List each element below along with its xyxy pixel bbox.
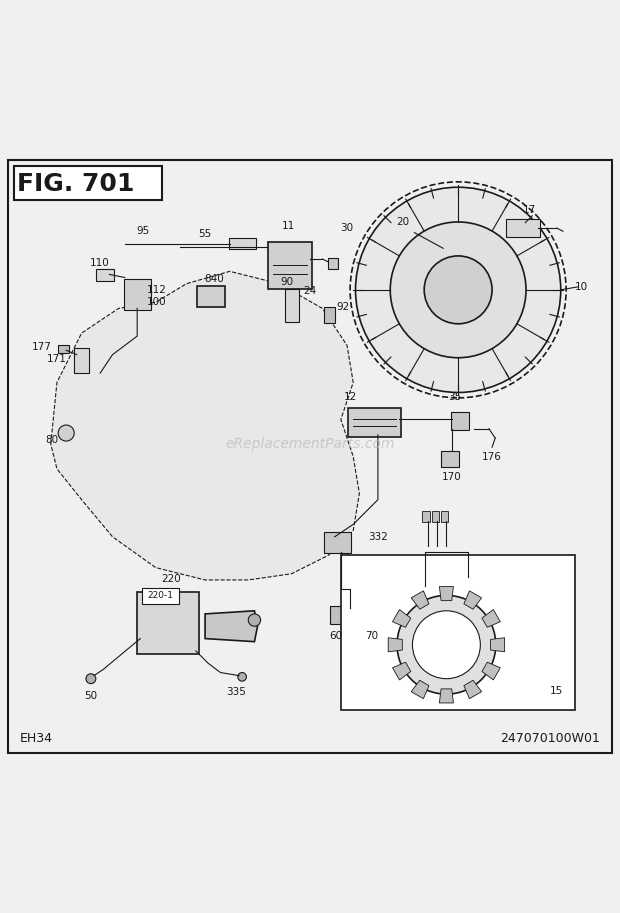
Text: 112: 112 — [146, 285, 166, 295]
FancyBboxPatch shape — [451, 412, 469, 430]
FancyBboxPatch shape — [506, 219, 540, 237]
Text: 70: 70 — [365, 631, 378, 641]
Circle shape — [248, 614, 260, 626]
FancyBboxPatch shape — [441, 511, 448, 522]
FancyBboxPatch shape — [348, 408, 401, 436]
Text: 55: 55 — [198, 229, 211, 239]
Text: 30: 30 — [340, 223, 353, 233]
Text: 220: 220 — [161, 574, 181, 584]
FancyBboxPatch shape — [96, 268, 113, 280]
Circle shape — [390, 222, 526, 358]
Text: 50: 50 — [84, 691, 97, 701]
Text: 35: 35 — [448, 393, 462, 403]
Polygon shape — [464, 591, 482, 609]
FancyBboxPatch shape — [330, 606, 348, 624]
Polygon shape — [440, 689, 453, 703]
Circle shape — [355, 187, 560, 393]
Circle shape — [424, 256, 492, 324]
Text: 17: 17 — [523, 205, 536, 215]
FancyBboxPatch shape — [328, 258, 339, 268]
FancyBboxPatch shape — [14, 166, 162, 200]
Polygon shape — [411, 591, 429, 609]
Text: 840: 840 — [204, 274, 224, 284]
Polygon shape — [392, 610, 411, 627]
Circle shape — [412, 611, 480, 678]
FancyBboxPatch shape — [74, 349, 89, 373]
FancyBboxPatch shape — [285, 289, 299, 322]
Text: 170: 170 — [442, 472, 462, 482]
FancyBboxPatch shape — [324, 532, 352, 553]
Text: 15: 15 — [551, 686, 564, 696]
Text: 95: 95 — [137, 226, 150, 236]
Polygon shape — [51, 271, 360, 580]
Polygon shape — [392, 662, 411, 680]
Text: 247070100W01: 247070100W01 — [500, 731, 600, 745]
FancyBboxPatch shape — [268, 242, 312, 289]
Text: 220-1: 220-1 — [148, 592, 174, 601]
Text: 11: 11 — [281, 221, 295, 231]
Text: 20: 20 — [396, 217, 409, 227]
Text: 80: 80 — [45, 435, 58, 445]
FancyBboxPatch shape — [441, 451, 459, 467]
FancyBboxPatch shape — [324, 307, 335, 323]
Polygon shape — [440, 586, 453, 601]
FancyBboxPatch shape — [341, 555, 575, 709]
FancyBboxPatch shape — [58, 345, 69, 353]
Text: 335: 335 — [226, 687, 246, 697]
Text: 176: 176 — [482, 452, 502, 462]
Text: 10: 10 — [575, 282, 588, 292]
Text: EH34: EH34 — [20, 731, 53, 745]
Circle shape — [397, 595, 496, 694]
Polygon shape — [388, 638, 402, 652]
FancyBboxPatch shape — [142, 588, 179, 604]
Text: 100: 100 — [146, 298, 166, 307]
Text: 171: 171 — [46, 354, 66, 364]
FancyBboxPatch shape — [123, 279, 151, 310]
Text: 24: 24 — [303, 286, 317, 296]
FancyBboxPatch shape — [358, 606, 376, 624]
Polygon shape — [482, 662, 500, 680]
Text: 177: 177 — [32, 341, 52, 352]
Text: 60: 60 — [329, 631, 342, 641]
Text: 110: 110 — [91, 257, 110, 268]
Polygon shape — [464, 680, 482, 698]
Text: 12: 12 — [343, 393, 356, 403]
Text: 92: 92 — [336, 302, 349, 312]
FancyBboxPatch shape — [422, 511, 430, 522]
Polygon shape — [205, 611, 257, 642]
Polygon shape — [490, 638, 505, 652]
Text: 332: 332 — [369, 531, 389, 541]
Text: FIG. 701: FIG. 701 — [17, 172, 134, 195]
Circle shape — [58, 425, 74, 441]
Polygon shape — [411, 680, 429, 698]
FancyBboxPatch shape — [432, 511, 439, 522]
Text: eReplacementParts.com: eReplacementParts.com — [225, 437, 395, 451]
Circle shape — [86, 674, 96, 684]
Circle shape — [238, 673, 246, 681]
FancyBboxPatch shape — [229, 238, 255, 249]
FancyBboxPatch shape — [137, 593, 199, 654]
Text: 90: 90 — [280, 277, 293, 287]
FancyBboxPatch shape — [197, 286, 226, 307]
Polygon shape — [482, 610, 500, 627]
